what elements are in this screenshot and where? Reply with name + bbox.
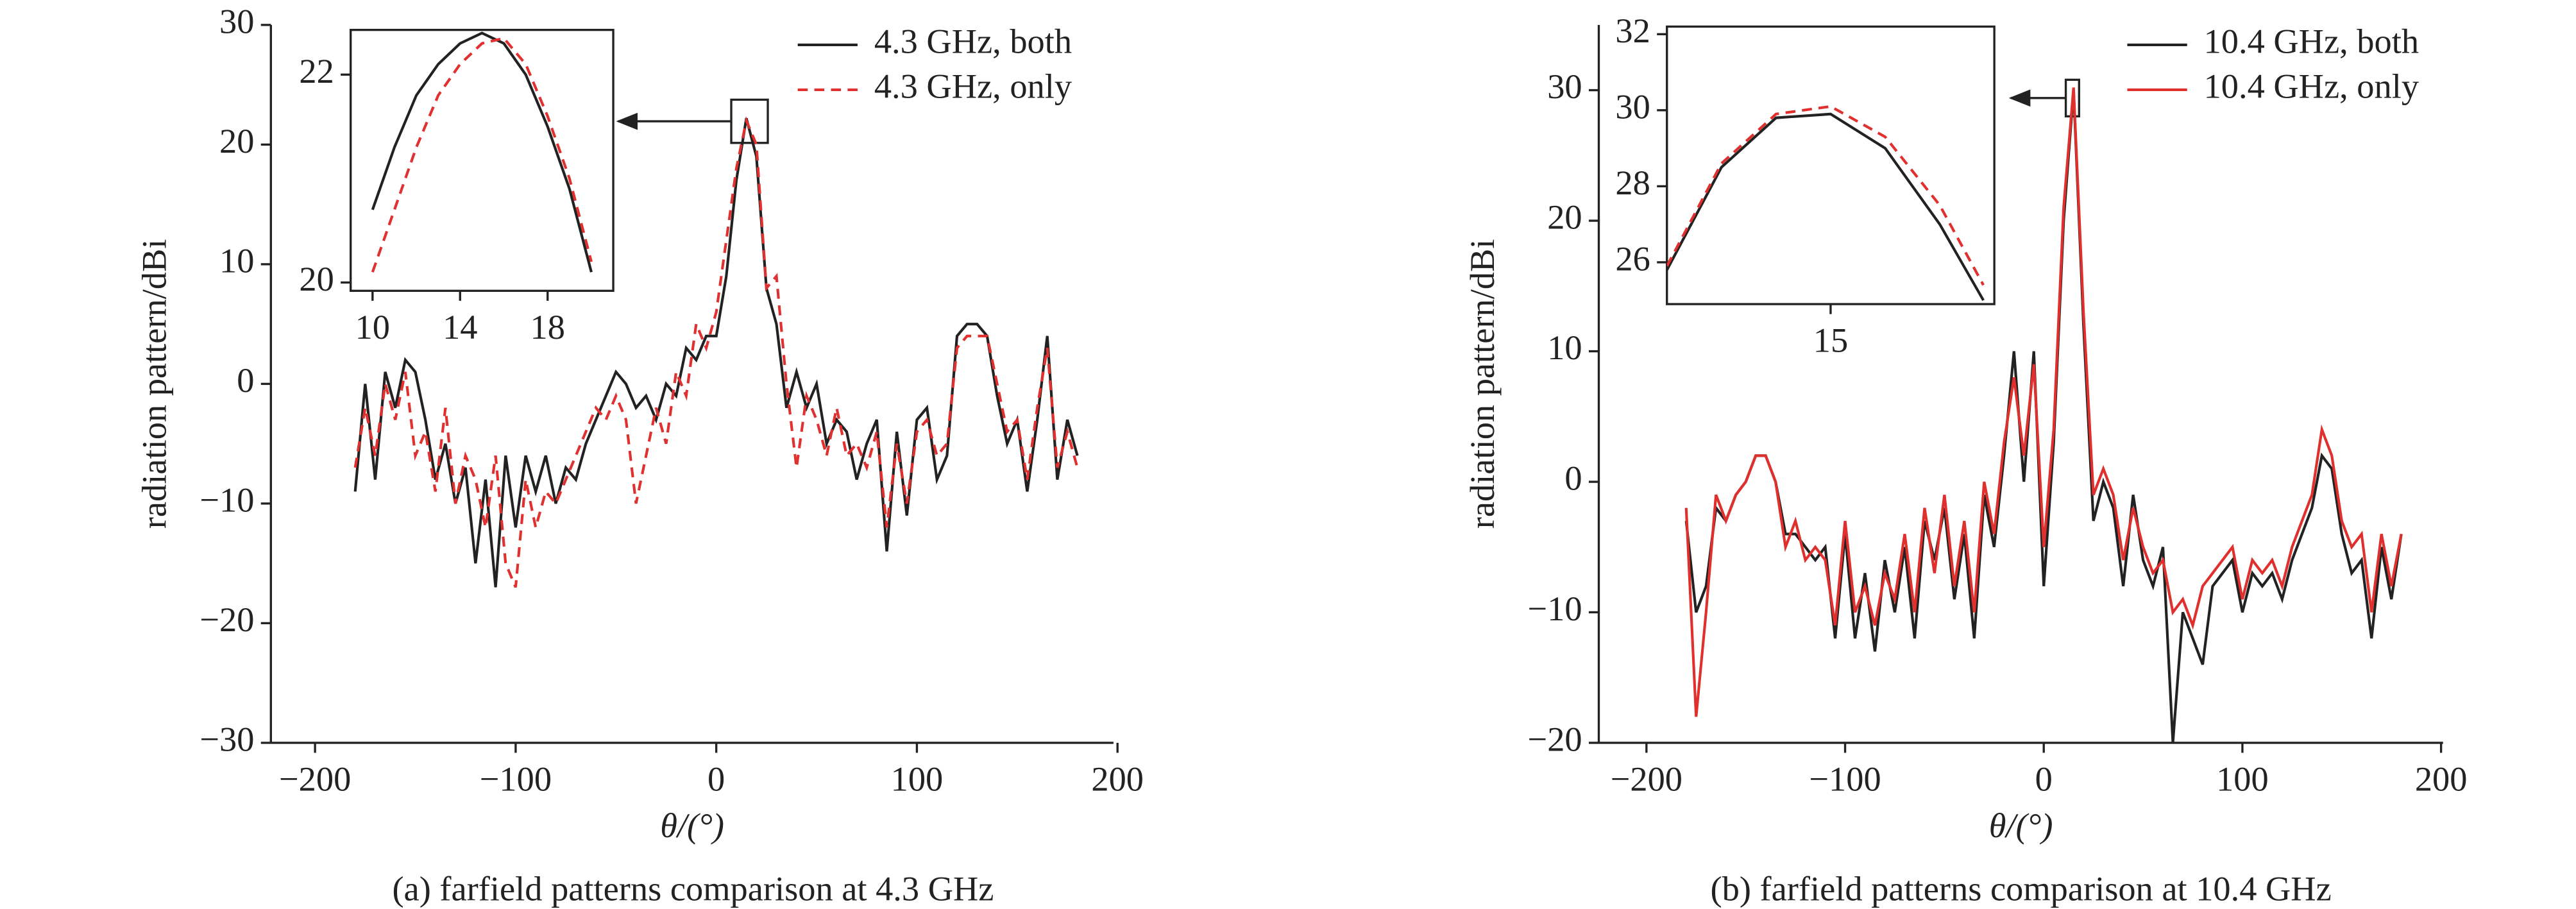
plot-area: [1684, 87, 2403, 743]
plot-area: [353, 116, 1079, 588]
y-tick-label: 30: [1547, 67, 1582, 106]
series-line: [353, 116, 1079, 588]
x-tick-label: 100: [891, 760, 944, 799]
inset-frame: [350, 28, 614, 293]
y-tick-label: 10: [219, 241, 254, 280]
y-tick-label: −10: [199, 480, 254, 519]
x-axis-label: θ/(°): [1989, 806, 2053, 845]
y-tick-label: 26: [1615, 239, 1650, 278]
x-tick-label: −200: [1611, 760, 1682, 799]
inset-frame: [1666, 25, 1996, 305]
plot-area: [371, 31, 593, 273]
legend-label: 10.4 GHz, only: [2204, 67, 2419, 105]
y-tick-label: −20: [1528, 720, 1582, 758]
y-axis-label: radiation pattern/dBi: [135, 239, 174, 529]
x-tick-label: 0: [2035, 760, 2053, 799]
x-tick-label: 0: [708, 760, 725, 799]
y-tick-label: −20: [199, 600, 254, 639]
y-tick-label: 28: [1615, 164, 1650, 202]
series-line: [371, 37, 593, 273]
plot-area: [1666, 105, 1985, 302]
x-tick-label: 200: [1091, 760, 1144, 799]
y-axis-label: radiation pattern/dBi: [1463, 239, 1502, 529]
y-tick-label: 30: [1615, 87, 1650, 126]
x-tick-label: 100: [2216, 760, 2269, 799]
y-tick-label: 20: [219, 122, 254, 160]
x-tick-label: −100: [1809, 760, 1881, 799]
series-line: [1684, 87, 2403, 717]
y-tick-label: 20: [1547, 198, 1582, 237]
x-tick-label: 14: [443, 308, 477, 346]
y-tick-label: −10: [1528, 590, 1582, 628]
legend-label: 4.3 GHz, both: [874, 22, 1072, 60]
y-tick-label: 10: [1547, 328, 1582, 367]
zoom-box: [730, 98, 769, 144]
y-tick-label: 0: [237, 361, 254, 400]
x-tick-label: −200: [279, 760, 351, 799]
caption: (b) farfield patterns comparison at 10.4…: [1711, 870, 2332, 908]
y-tick-label: 32: [1615, 12, 1650, 50]
y-tick-label: 30: [219, 2, 254, 40]
series-line: [371, 31, 593, 273]
caption: (a) farfield patterns comparison at 4.3 …: [392, 870, 994, 908]
y-tick-label: 0: [1564, 459, 1582, 497]
series-line: [1666, 105, 1985, 286]
y-tick-label: 22: [299, 52, 334, 90]
y-tick-label: 20: [299, 260, 334, 298]
series-line: [1666, 112, 1985, 302]
x-tick-label: 15: [1813, 321, 1848, 360]
x-tick-label: 200: [2415, 760, 2468, 799]
y-tick-label: −30: [199, 720, 254, 758]
x-tick-label: −100: [480, 760, 552, 799]
legend-label: 4.3 GHz, only: [874, 67, 1072, 105]
x-axis-label: θ/(°): [660, 806, 724, 845]
series-line: [353, 117, 1079, 588]
x-tick-label: 10: [355, 308, 390, 346]
series-line: [1684, 90, 2403, 743]
legend-label: 10.4 GHz, both: [2204, 22, 2419, 60]
x-tick-label: 18: [530, 308, 565, 346]
